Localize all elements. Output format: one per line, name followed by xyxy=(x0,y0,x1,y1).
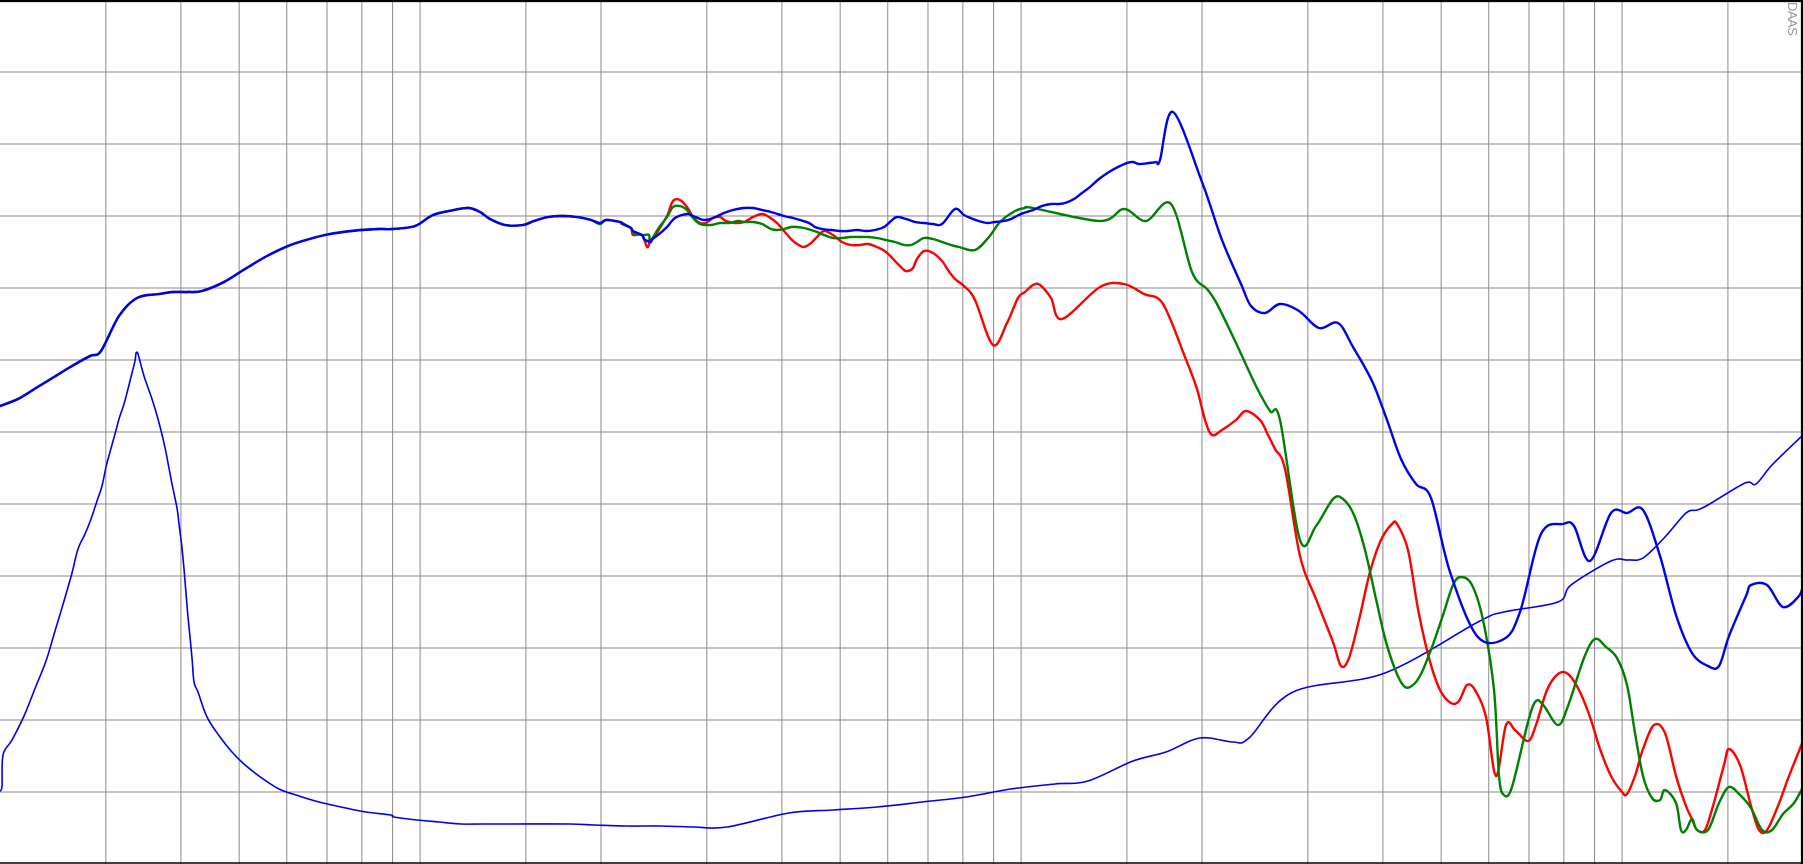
svg-text:DAAS: DAAS xyxy=(1785,2,1800,36)
